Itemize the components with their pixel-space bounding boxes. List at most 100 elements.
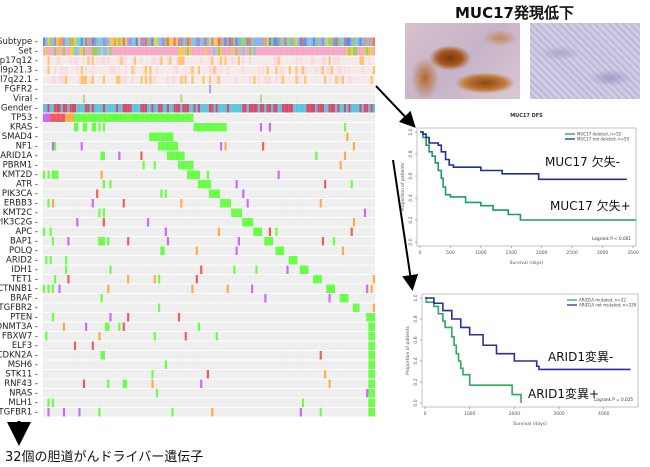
annotation-cell xyxy=(47,56,50,65)
mutation-cell xyxy=(306,332,309,341)
mutation-cell xyxy=(255,218,258,227)
mutation-cell xyxy=(120,132,123,141)
mutation-cell xyxy=(195,322,198,331)
mutation-cell xyxy=(282,275,285,284)
mutation-cell xyxy=(206,294,210,303)
annotation-cell xyxy=(335,37,338,46)
mutation-cell xyxy=(213,180,216,189)
mutation-cell xyxy=(282,265,285,274)
mutation-cell xyxy=(116,322,119,331)
row-label: ERBB3 - xyxy=(4,199,38,209)
mutation-cell xyxy=(288,284,291,293)
mutation-cell xyxy=(195,265,198,274)
mutation-cell xyxy=(133,332,137,341)
mutation-cell xyxy=(277,113,280,122)
mutation-cell xyxy=(248,227,252,236)
annotation-cell xyxy=(87,66,90,75)
mutation-cell xyxy=(204,199,207,208)
annotation-cell xyxy=(361,56,364,65)
mutation-cell xyxy=(182,284,185,293)
mutation-cell xyxy=(279,170,283,179)
mutation-cell xyxy=(259,161,263,170)
mutation-cell xyxy=(140,341,143,350)
mutation-cell xyxy=(153,218,156,227)
mutation-cell xyxy=(239,265,243,274)
mutation-cell xyxy=(147,246,150,255)
mutation-cell xyxy=(160,227,163,236)
annotation-cell xyxy=(310,75,314,84)
mutation-cell xyxy=(80,246,83,255)
mutation-cell xyxy=(246,237,249,246)
mutation-cell xyxy=(184,227,187,236)
mutation-cell xyxy=(326,322,329,331)
mutation-cell xyxy=(116,284,119,293)
mutation-cell xyxy=(348,322,351,331)
mutation-cell xyxy=(273,332,276,341)
annotation-cell xyxy=(251,37,254,46)
mutation-cell xyxy=(131,161,134,170)
mutation-cell xyxy=(244,189,247,198)
mutation-cell xyxy=(118,332,121,341)
annotation-cell xyxy=(118,66,121,75)
mutation-cell xyxy=(67,341,70,350)
mutation-cell xyxy=(102,256,106,265)
mutation-cell xyxy=(268,322,272,331)
annotation-cell xyxy=(313,94,316,103)
mutation-cell xyxy=(160,237,163,246)
mutation-cell xyxy=(257,218,260,227)
mutation-cell xyxy=(142,256,145,265)
mutation-cell xyxy=(173,256,176,265)
annotation-cell xyxy=(255,104,258,113)
mutation-cell xyxy=(54,142,57,151)
mutation-cell xyxy=(202,284,205,293)
mutation-cell xyxy=(191,256,194,265)
mutation-cell xyxy=(118,208,121,217)
mutation-cell xyxy=(100,113,103,122)
mutation-cell xyxy=(355,332,358,341)
annotation-cell xyxy=(169,47,172,56)
mutation-cell xyxy=(54,208,57,217)
mutation-cell xyxy=(67,208,70,217)
mutation-cell xyxy=(370,341,373,350)
mutation-cell xyxy=(326,265,329,274)
mutation-cell xyxy=(186,313,190,322)
annotation-cell xyxy=(158,94,161,103)
mutation-cell xyxy=(308,294,311,303)
mutation-cell xyxy=(89,313,92,322)
mutation-cell xyxy=(346,180,349,189)
annotation-cell xyxy=(149,104,152,113)
mutation-cell xyxy=(255,313,258,322)
annotation-cell xyxy=(107,75,110,84)
mutation-cell xyxy=(127,256,130,265)
mutation-cell xyxy=(275,218,278,227)
annotation-cell xyxy=(78,56,81,65)
mutation-cell xyxy=(310,123,314,132)
mutation-cell xyxy=(111,322,114,331)
mutation-cell xyxy=(182,218,185,227)
annotation-cell xyxy=(366,104,369,113)
mutation-cell xyxy=(264,208,267,217)
annotation-cell xyxy=(186,85,190,94)
mutation-cell xyxy=(335,132,338,141)
mutation-cell xyxy=(129,275,132,284)
annotation-cell xyxy=(264,47,267,56)
mutation-cell xyxy=(344,161,347,170)
mutation-cell xyxy=(277,237,280,246)
mutation-cell xyxy=(257,180,260,189)
mutation-cell xyxy=(255,294,258,303)
mutation-cell xyxy=(268,256,272,265)
mutation-cell xyxy=(282,246,285,255)
mutation-cell xyxy=(268,218,272,227)
mutation-cell xyxy=(220,161,223,170)
annotation-cell xyxy=(151,94,154,103)
mutation-cell xyxy=(239,180,243,189)
annotation-cell xyxy=(363,94,367,103)
mutation-cell xyxy=(173,142,176,151)
annotation-cell xyxy=(100,37,103,46)
annotation-cell xyxy=(69,47,72,56)
mutation-cell xyxy=(350,322,353,331)
mutation-cell xyxy=(147,142,150,151)
mutation-cell xyxy=(330,113,333,122)
annotation-cell xyxy=(131,104,134,113)
annotation-cell xyxy=(226,75,229,84)
